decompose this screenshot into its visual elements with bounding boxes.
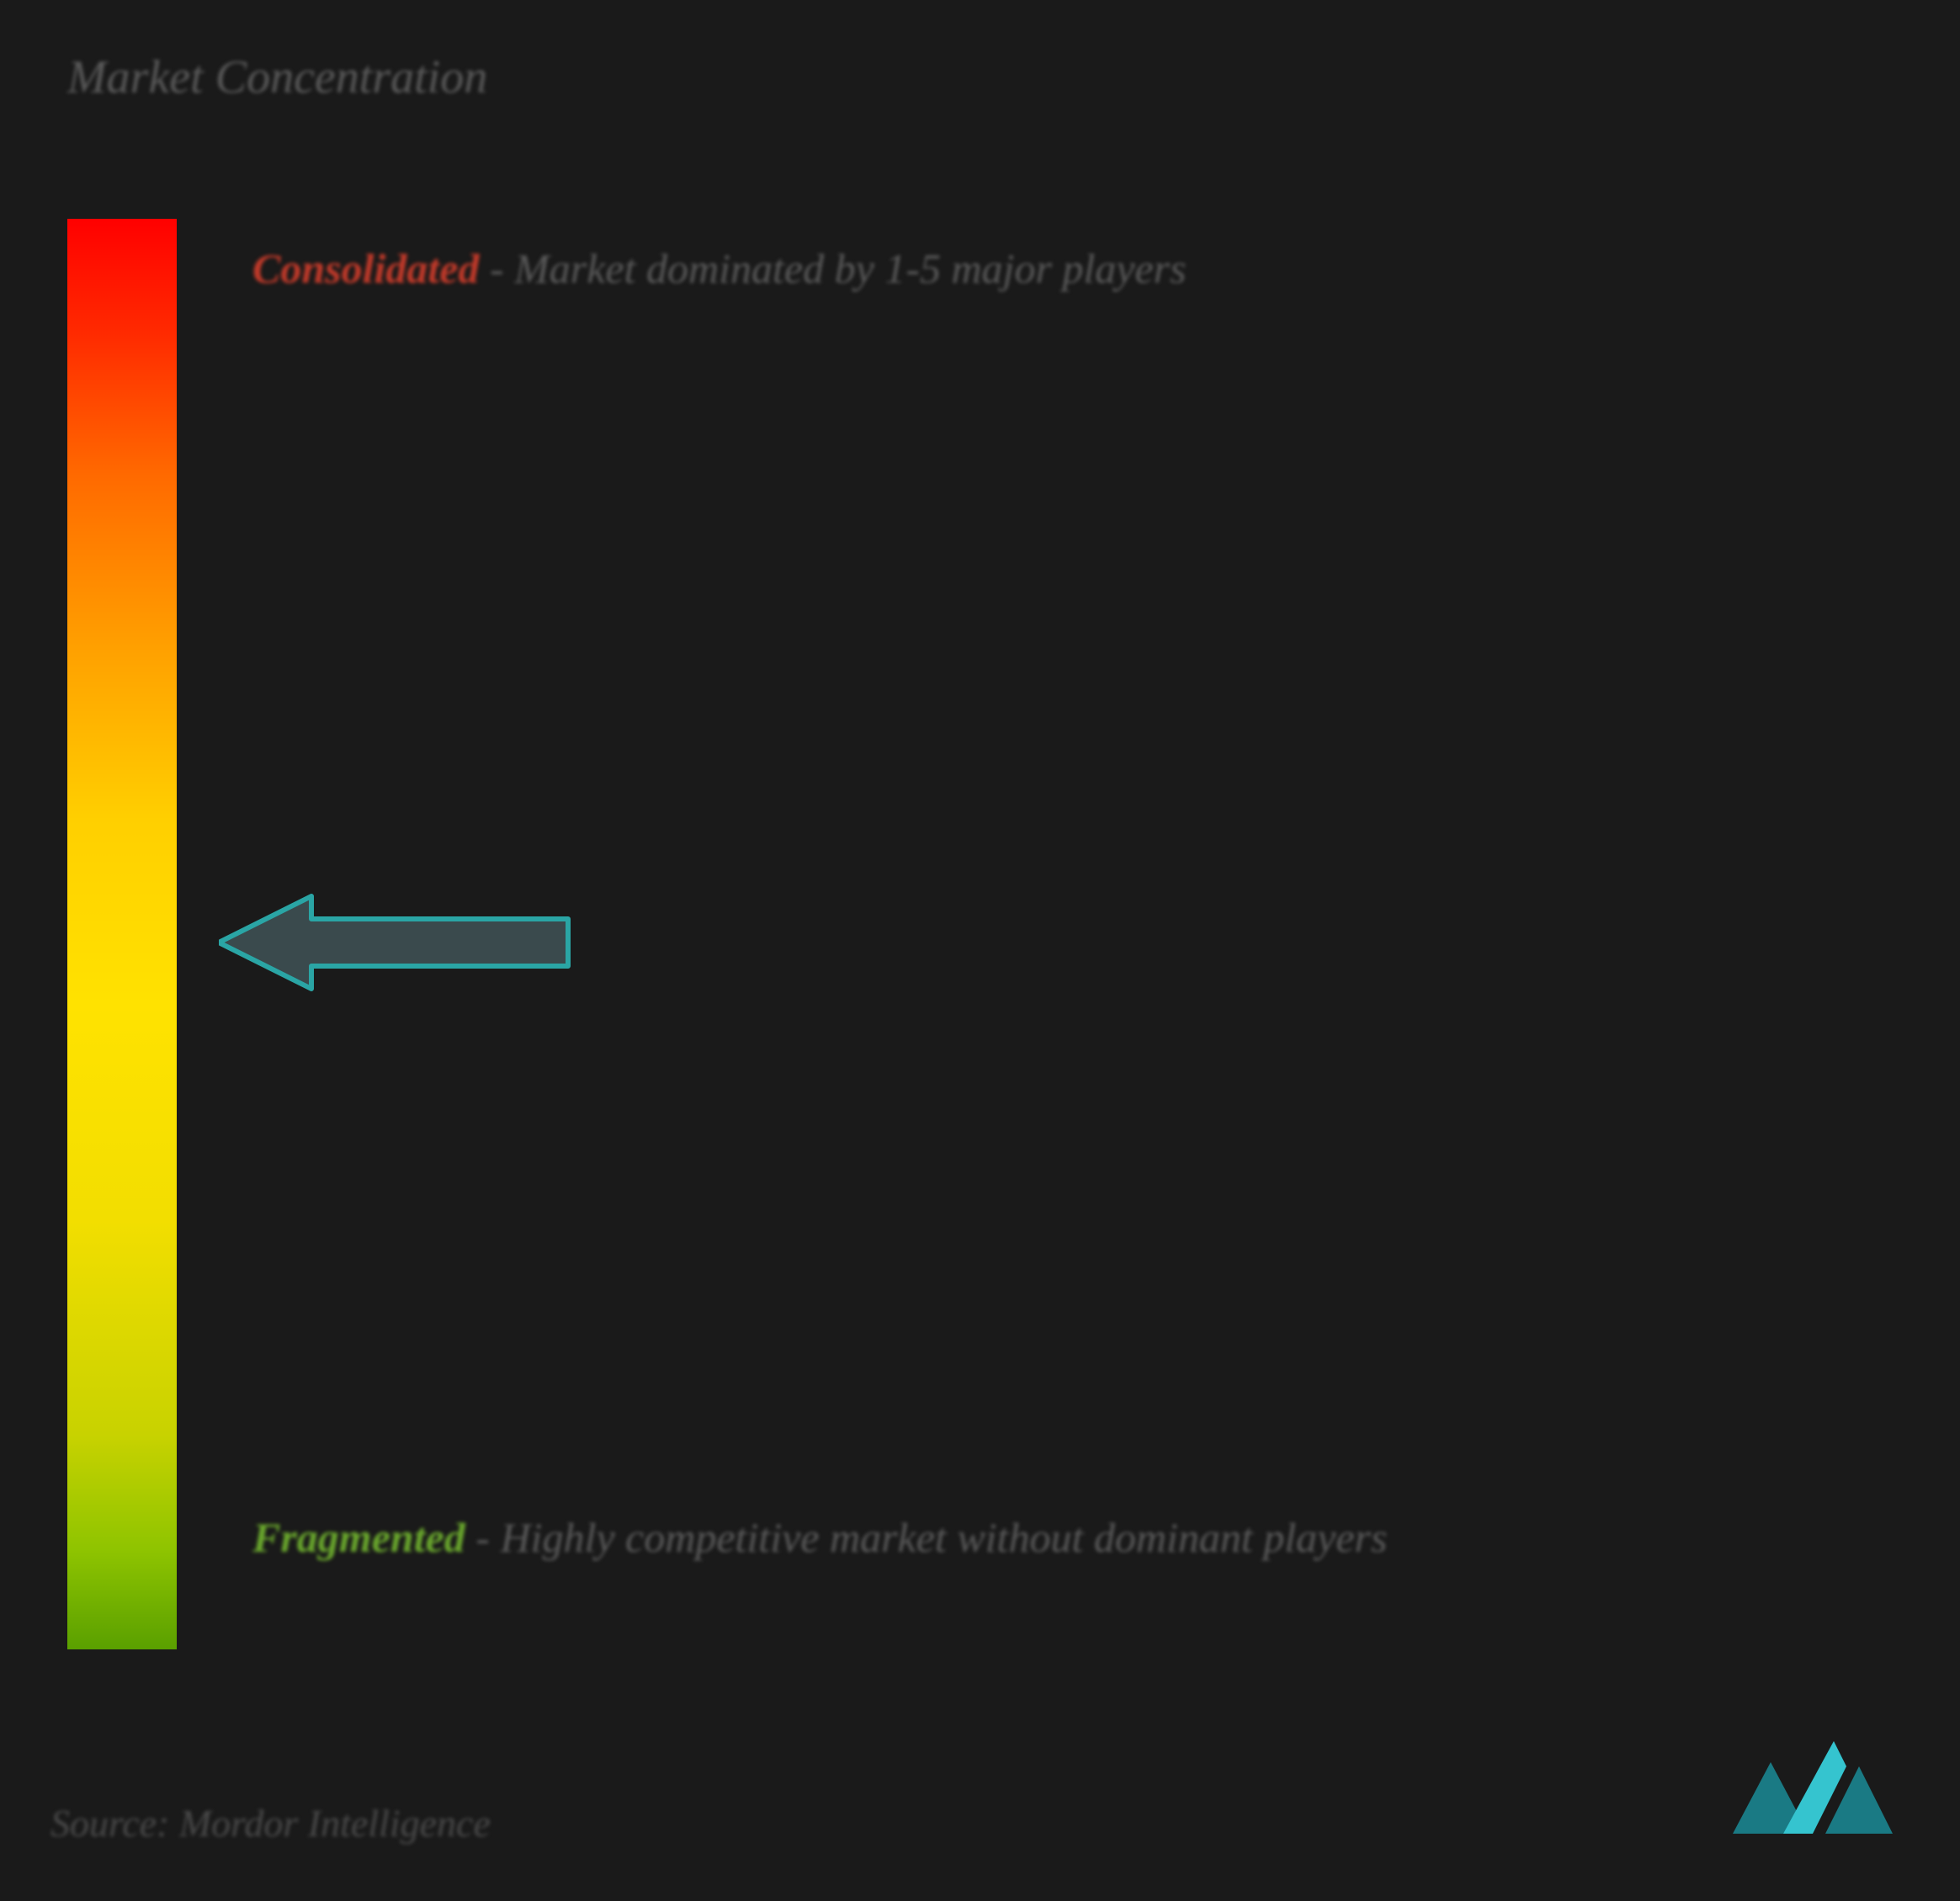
consolidated-desc: - Market dominated by 1-5 major players	[490, 245, 1187, 292]
gradient-svg	[67, 219, 177, 1649]
chart-title: Market Concentration	[67, 50, 487, 104]
consolidated-label: Consolidated	[252, 245, 479, 292]
mordor-logo-icon	[1733, 1741, 1901, 1842]
consolidated-label-row: Consolidated - Market dominated by 1-5 m…	[252, 244, 1683, 293]
arrow-svg	[219, 892, 572, 993]
fragmented-desc: - Highly competitive market without domi…	[475, 1514, 1387, 1561]
source-attribution: Source: Mordor Intelligence	[50, 1801, 491, 1845]
concentration-gradient-bar	[67, 219, 177, 1649]
logo-svg	[1733, 1741, 1901, 1842]
indicator-arrow	[219, 892, 572, 993]
page-root: Market Concentration Consolidated - Mark…	[0, 0, 1960, 1901]
fragmented-label-row: Fragmented - Highly competitive market w…	[252, 1506, 1683, 1569]
fragmented-label: Fragmented	[252, 1514, 465, 1561]
